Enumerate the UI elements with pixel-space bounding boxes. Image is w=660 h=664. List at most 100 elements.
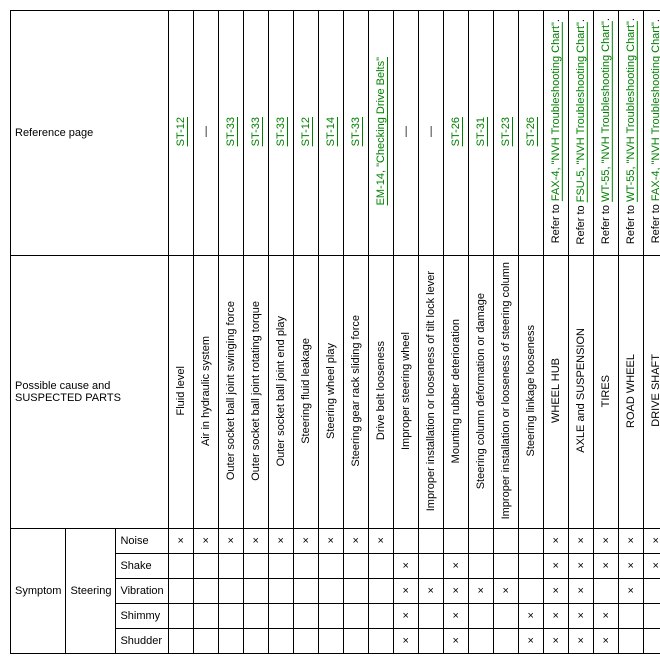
cause-cell: Outer socket ball joint swinging force: [218, 256, 243, 529]
cause-text: Steering fluid leakage: [298, 334, 314, 448]
mark-cell: [168, 554, 193, 579]
reference-cell: ST-33: [218, 11, 243, 256]
mark-cell: [518, 529, 543, 554]
reference-cell: —: [393, 11, 418, 256]
mark-cell: ×: [593, 629, 618, 654]
cause-cell: Outer socket ball joint end play: [268, 256, 293, 529]
cause-row: Possible cause and SUSPECTED PARTS Fluid…: [11, 256, 660, 529]
cause-text: Fluid level: [173, 362, 189, 420]
cause-cell: ROAD WHEEL: [618, 256, 643, 529]
cause-cell: Mounting rubber deterioration: [443, 256, 468, 529]
reference-cell: ST-12: [293, 11, 318, 256]
mark-cell: ×: [543, 529, 568, 554]
mark-cell: ×: [493, 579, 518, 604]
reference-page-label: Reference page: [11, 11, 169, 256]
mark-cell: ×: [193, 529, 218, 554]
reference-link[interactable]: ST-14: [325, 117, 337, 146]
symptom-label: Vibration: [116, 579, 168, 604]
reference-link[interactable]: ST-33: [250, 117, 262, 146]
possible-cause-label: Possible cause and SUSPECTED PARTS: [11, 256, 169, 529]
cause-cell: Steering wheel play: [318, 256, 343, 529]
reference-link[interactable]: ST-26: [525, 117, 537, 146]
mark-cell: ×: [343, 529, 368, 554]
mark-cell: ×: [593, 529, 618, 554]
reference-text: —: [398, 122, 414, 141]
reference-link[interactable]: FSU-5, "NVH Troubleshooting Chart": [575, 22, 587, 202]
mark-cell: [268, 579, 293, 604]
reference-row: Reference page ST-12 — ST-33 ST-33 ST-33 ST-1…: [11, 11, 660, 256]
mark-cell: [318, 629, 343, 654]
mark-cell: [618, 629, 643, 654]
mark-cell: [468, 529, 493, 554]
reference-text: ST-31: [473, 113, 489, 150]
cause-cell: Steering linkage looseness: [518, 256, 543, 529]
mark-cell: [168, 579, 193, 604]
cause-text: Drive belt looseness: [373, 337, 389, 444]
mark-cell: ×: [568, 579, 593, 604]
reference-link[interactable]: WT-55, "NVH Troubleshooting Chart": [600, 22, 612, 203]
reference-text: ST-26: [448, 113, 464, 150]
mark-cell: [268, 629, 293, 654]
reference-cell: ST-14: [318, 11, 343, 256]
reference-link[interactable]: WT-55, "NVH Troubleshooting Chart": [625, 22, 637, 203]
reference-text: Refer to FSU-5, "NVH Troubleshooting Cha…: [573, 15, 589, 248]
reference-link[interactable]: ST-33: [350, 117, 362, 146]
reference-link[interactable]: ST-31: [475, 117, 487, 146]
troubleshooting-table: Reference page ST-12 — ST-33 ST-33 ST-33 ST-1…: [10, 10, 660, 654]
mark-cell: [243, 554, 268, 579]
reference-link[interactable]: ST-12: [300, 117, 312, 146]
reference-link[interactable]: FAX-4, "NVH Troubleshooting Chart": [650, 22, 660, 201]
reference-cell: ST-33: [268, 11, 293, 256]
mark-cell: [218, 629, 243, 654]
mark-cell: ×: [543, 579, 568, 604]
mark-cell: ×: [393, 554, 418, 579]
mark-cell: [168, 629, 193, 654]
symptom-label: Shake: [116, 554, 168, 579]
reference-link[interactable]: ST-33: [275, 117, 287, 146]
reference-cell: —: [193, 11, 218, 256]
mark-cell: ×: [443, 629, 468, 654]
reference-cell: Refer to WT-55, "NVH Troubleshooting Cha…: [618, 11, 643, 256]
mark-cell: ×: [568, 554, 593, 579]
cause-text: Improper installation or looseness of st…: [498, 258, 514, 523]
mark-cell: ×: [393, 629, 418, 654]
reference-text: ST-33: [348, 113, 364, 150]
mark-cell: ×: [618, 554, 643, 579]
reference-link[interactable]: EM-14, "Checking Drive Belts": [375, 57, 387, 205]
reference-cell: ST-12: [168, 11, 193, 256]
reference-text: ST-14: [323, 113, 339, 150]
cause-cell: Drive belt looseness: [368, 256, 393, 529]
cause-text: ROAD WHEEL: [623, 350, 639, 432]
reference-cell: ST-26: [443, 11, 468, 256]
reference-cell: ST-26: [518, 11, 543, 256]
mark-cell: [518, 579, 543, 604]
cause-text: Air in hydraulic system: [198, 332, 214, 450]
mark-cell: ×: [443, 554, 468, 579]
reference-link[interactable]: ST-26: [450, 117, 462, 146]
cause-cell: Improper installation or looseness of ti…: [418, 256, 443, 529]
mark-cell: [293, 629, 318, 654]
reference-text: ST-12: [298, 113, 314, 150]
reference-text: ST-12: [173, 113, 189, 150]
mark-cell: [368, 629, 393, 654]
mark-cell: [318, 579, 343, 604]
reference-link[interactable]: ST-33: [225, 117, 237, 146]
mark-cell: [268, 554, 293, 579]
mark-cell: [643, 629, 660, 654]
mark-cell: ×: [568, 629, 593, 654]
symptom-label: Noise: [116, 529, 168, 554]
reference-cell: —: [418, 11, 443, 256]
reference-link[interactable]: ST-12: [175, 117, 187, 146]
steering-header: Steering: [66, 529, 116, 654]
reference-cell: Refer to FSU-5, "NVH Troubleshooting Cha…: [568, 11, 593, 256]
mark-cell: [418, 529, 443, 554]
reference-text: ST-23: [498, 113, 514, 150]
mark-cell: [418, 629, 443, 654]
mark-cell: [393, 529, 418, 554]
reference-text: EM-14, "Checking Drive Belts": [373, 53, 389, 209]
reference-link[interactable]: FAX-4, "NVH Troubleshooting Chart": [550, 22, 562, 201]
mark-cell: [493, 529, 518, 554]
reference-cell: ST-33: [343, 11, 368, 256]
cause-cell: Steering column deformation or damage: [468, 256, 493, 529]
reference-link[interactable]: ST-23: [500, 117, 512, 146]
